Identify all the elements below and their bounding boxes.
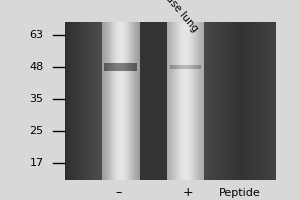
Text: 17: 17 <box>29 158 44 168</box>
Text: 48: 48 <box>29 62 44 72</box>
Text: –: – <box>116 186 122 199</box>
Text: 25: 25 <box>29 126 44 136</box>
Text: mouse lung: mouse lung <box>153 0 200 34</box>
Text: 35: 35 <box>29 94 44 104</box>
Text: Peptide: Peptide <box>219 188 261 198</box>
Text: +: + <box>182 186 193 199</box>
Text: 63: 63 <box>29 30 44 40</box>
